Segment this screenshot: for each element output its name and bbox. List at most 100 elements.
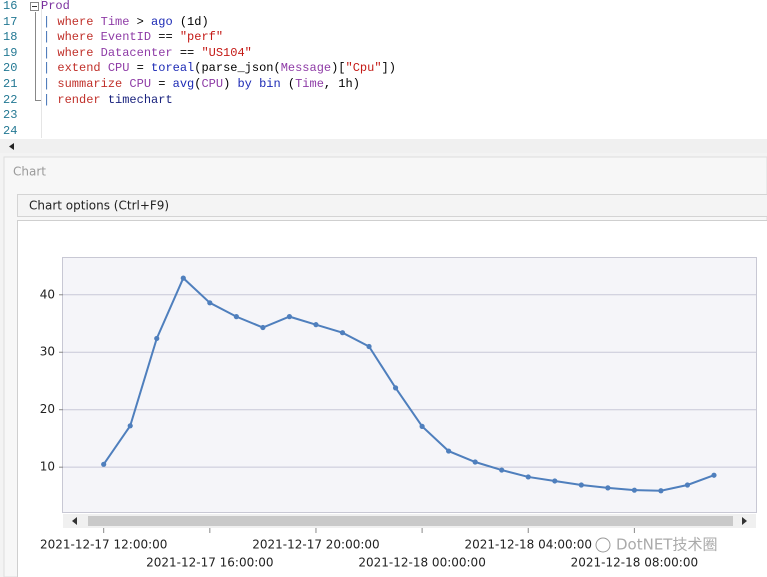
code-token: | [43, 92, 58, 107]
data-point [658, 488, 664, 494]
chart-scroll-right[interactable] [742, 517, 747, 525]
x-tick-label: 2021-12-17 12:00:00 [40, 538, 167, 552]
code-token: where [57, 45, 101, 60]
data-point [446, 448, 452, 454]
code-token: "perf" [179, 30, 224, 45]
code-token: CPU [201, 77, 224, 91]
code-line: | extend CPU = toreal(parse_json(Message… [43, 61, 396, 75]
code-token: extend [57, 61, 108, 76]
chart-scroll-left[interactable] [72, 517, 77, 525]
x-tick-label: 2021-12-18 04:00:00 [465, 538, 592, 552]
code-token: by bin [237, 77, 281, 91]
code-token: Time [295, 77, 324, 91]
data-point [499, 467, 505, 473]
query-editor[interactable]: 16 Prod 17 | where Time > ago (1d) 18 | where… [0, 0, 767, 138]
chart-scroll-thumb[interactable] [88, 516, 733, 526]
x-tick-label: 2021-12-18 00:00:00 [358, 556, 485, 570]
code-token: (1d) [172, 14, 209, 29]
code-token: == [151, 30, 180, 45]
line-number: 21 [3, 77, 18, 91]
code-token: ) [223, 77, 238, 91]
code-token: | [43, 45, 58, 60]
watermark-text: DotNET技术圈 [616, 536, 717, 554]
y-tick-label: 40 [40, 287, 55, 301]
data-point [711, 472, 717, 478]
code-token: Datacenter [100, 45, 173, 60]
data-point [339, 330, 346, 336]
code-token: | [43, 61, 58, 76]
code-token: , 1h) [323, 77, 360, 91]
fold-guide-end [35, 100, 41, 101]
scroll-left-arrow[interactable] [9, 143, 14, 150]
code-token: > [129, 14, 152, 29]
code-line: | where EventID == "perf" [43, 30, 223, 44]
code-line: | render timechart [43, 93, 173, 107]
data-point [101, 461, 107, 467]
data-point [392, 385, 399, 391]
data-line [102, 276, 715, 492]
x-tick-label: 2021-12-17 16:00:00 [146, 556, 273, 570]
line-number: 17 [3, 14, 18, 29]
data-point [552, 478, 558, 484]
data-point [207, 300, 213, 306]
data-point [286, 314, 293, 320]
fold-toggle[interactable] [30, 2, 39, 11]
data-point [525, 474, 531, 480]
data-point [631, 487, 637, 493]
watermark: DotNET技术圈 [595, 536, 717, 554]
code-token: == [172, 45, 202, 60]
line-number: 18 [3, 30, 18, 45]
code-token: timechart [107, 92, 173, 107]
data-point [419, 423, 425, 429]
y-tick-label: 30 [40, 345, 55, 359]
code-token: render [57, 92, 108, 107]
y-tick-label: 20 [40, 402, 55, 416]
watermark-icon [595, 537, 611, 553]
data-point [127, 423, 133, 429]
line-number: 22 [3, 92, 18, 107]
line-number: 20 [3, 61, 18, 76]
code-token: ( [280, 77, 296, 91]
plot-area [62, 257, 757, 513]
code-token: ( [194, 77, 202, 91]
fold-guide [35, 12, 36, 100]
data-point [472, 459, 478, 465]
code-token: where [57, 14, 101, 29]
code-token: EventID [100, 30, 152, 45]
code-token: avg [172, 77, 195, 91]
code-token: toreal [151, 61, 195, 76]
data-point [260, 324, 266, 331]
line-number: 24 [3, 123, 18, 138]
data-point [684, 482, 691, 488]
code-line: | summarize CPU = avg(CPU) by bin (Time,… [43, 77, 360, 91]
code-token: Message [280, 61, 332, 76]
data-point [154, 335, 160, 342]
line-number: 19 [3, 45, 18, 60]
x-tick-label: 2021-12-18 08:00:00 [571, 556, 698, 570]
data-point [180, 275, 186, 281]
code-line: | where Time > ago (1d) [43, 15, 209, 29]
line-number: 23 [3, 108, 18, 123]
x-tick-label: 2021-12-17 20:00:00 [252, 538, 379, 552]
data-point [313, 322, 319, 328]
chart-options-label: Chart options (Ctrl+F9) [29, 199, 169, 213]
code-token: Time [100, 14, 130, 29]
data-point [366, 343, 372, 350]
code-token: = [129, 61, 152, 76]
code-token: "US104" [201, 45, 252, 60]
code-token: | [43, 30, 58, 45]
code-token: | [43, 14, 58, 29]
code-token: )[ [331, 61, 346, 76]
code-token: | [43, 77, 58, 91]
data-point [578, 482, 584, 488]
code-line: Prod [41, 0, 70, 13]
chart-options-button[interactable] [17, 194, 767, 217]
code-token: Prod [41, 0, 70, 13]
editor-hscrollbar[interactable] [0, 139, 767, 153]
code-token: summarize [57, 77, 130, 91]
editor-margin [41, 0, 42, 138]
code-token: ago [151, 14, 173, 29]
line-number: 16 [3, 0, 18, 13]
